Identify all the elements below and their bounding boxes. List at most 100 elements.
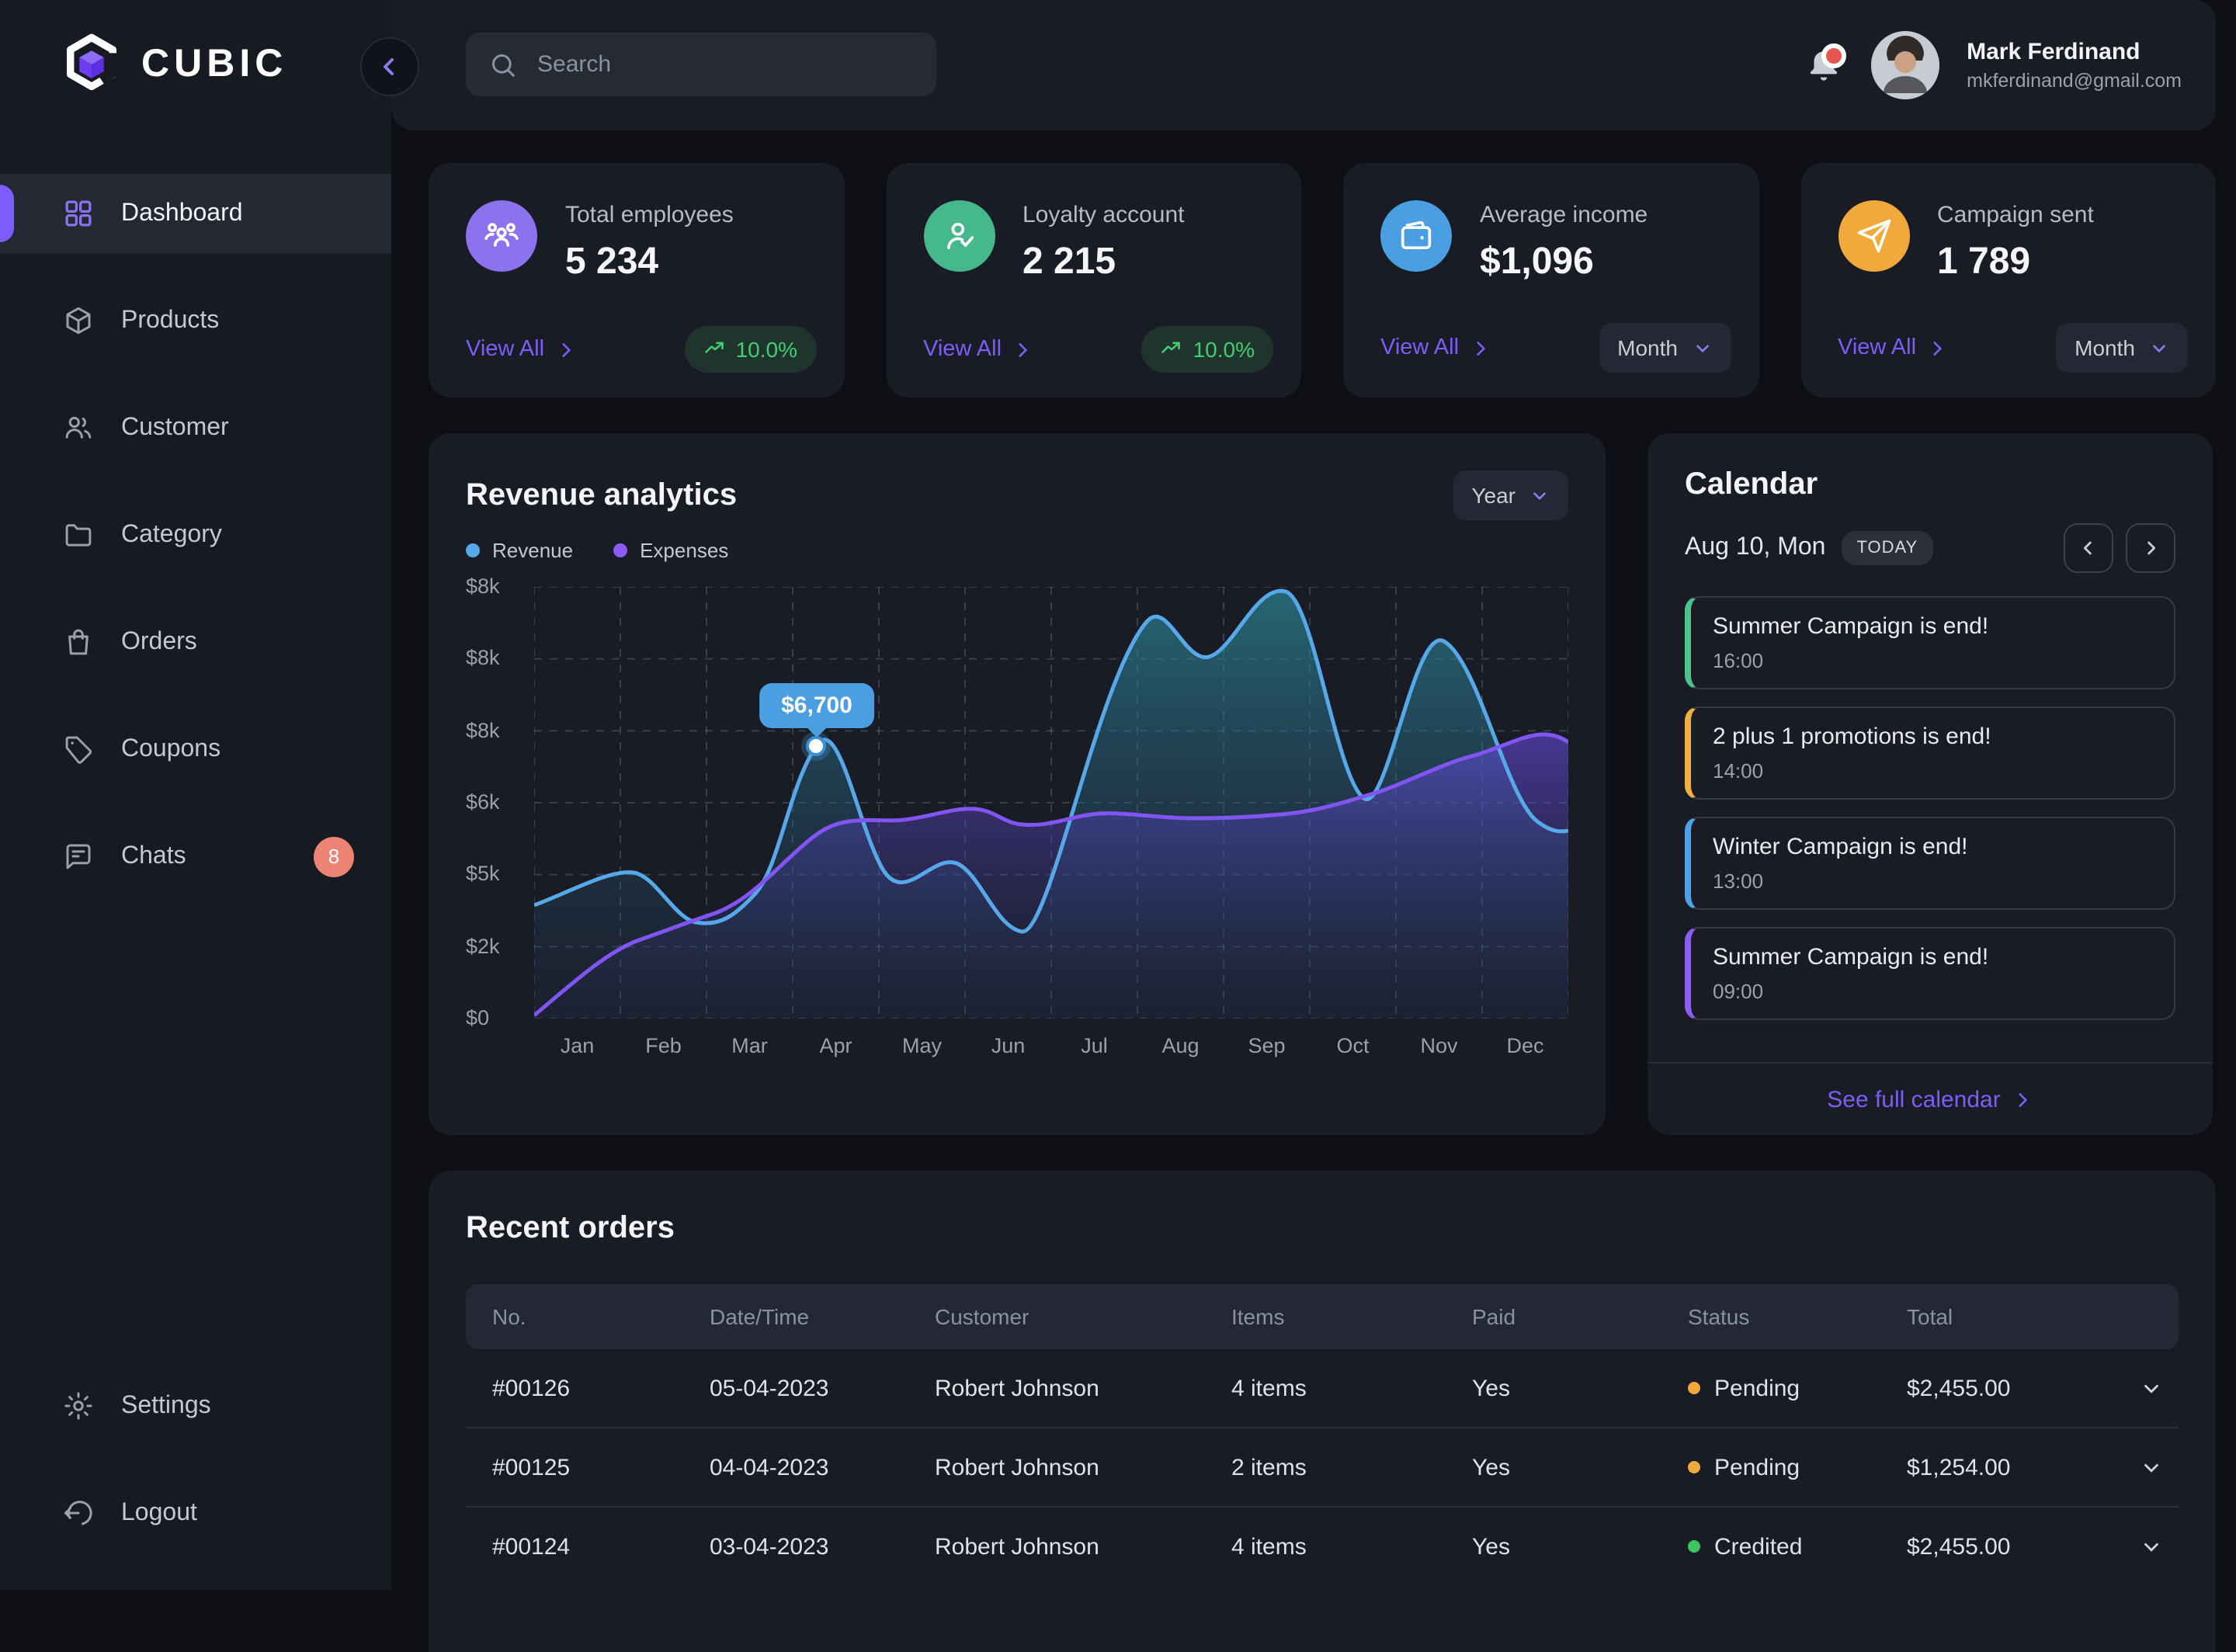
stat-title: Average income [1480, 202, 1648, 228]
chart-period-dropdown[interactable]: Year [1453, 470, 1568, 520]
notifications-bell-icon[interactable] [1804, 43, 1846, 85]
table-row[interactable]: #00124 03-04-2023 Robert Johnson 4 items… [466, 1506, 2179, 1585]
legend-expenses: Expenses [613, 539, 728, 562]
trend-badge: 10.0% [1141, 326, 1273, 373]
event-title: Winter Campaign is end! [1713, 834, 1968, 860]
status-dot [1688, 1461, 1700, 1473]
status-badge: Pending [1688, 1454, 1907, 1480]
panel-title: Revenue analytics [466, 477, 738, 512]
legend-dot-revenue [466, 543, 480, 557]
view-all-link[interactable]: View All [466, 337, 575, 362]
wallet-icon [1380, 200, 1452, 272]
topbar-right: Mark Ferdinand mkferdinand@gmail.com [1804, 0, 2182, 130]
status-badge: Credited [1688, 1533, 1907, 1560]
view-all-link[interactable]: View All [1838, 335, 1947, 360]
calendar-next-button[interactable] [2126, 523, 2175, 573]
user-email: mkferdinand@gmail.com [1967, 70, 2182, 92]
chart-x-axis: Jan Feb Mar Apr May Jun Jul Aug Sep Oct Nov De… [560, 1034, 1544, 1057]
status-badge: Pending [1688, 1375, 1907, 1401]
y-tick: $5k [466, 862, 500, 885]
view-all-link[interactable]: View All [923, 337, 1033, 362]
status-dot [1688, 1382, 1700, 1394]
calendar-date: Aug 10, Mon [1685, 534, 1826, 560]
stat-cards-row: Total employees 5 234 View All 10.0% [429, 163, 2216, 397]
brand-name: CUBIC [141, 41, 288, 85]
chevron-down-icon [1533, 491, 1546, 500]
sidebar-item-label: Dashboard [121, 200, 243, 226]
search-bar[interactable] [466, 33, 936, 96]
row-expand-button[interactable] [2140, 1376, 2185, 1400]
sidebar-item-logout[interactable]: Logout [0, 1473, 391, 1553]
recent-orders-panel: Recent orders No. Date/Time Customer Items… [429, 1171, 2216, 1652]
calendar-event[interactable]: Summer Campaign is end! 09:00 [1685, 927, 2175, 1020]
legend-dot-expenses [613, 543, 628, 557]
sidebar-nav: Dashboard Products Customer [0, 174, 391, 924]
table-row[interactable]: #00125 04-04-2023 Robert Johnson 2 items… [466, 1427, 2179, 1506]
chats-unread-badge: 8 [314, 836, 354, 876]
users-icon [62, 411, 95, 444]
stat-title: Total employees [565, 202, 734, 228]
avatar[interactable] [1870, 31, 1939, 99]
event-time: 14:00 [1713, 759, 1764, 783]
event-title: Summer Campaign is end! [1713, 944, 1989, 970]
table-row[interactable]: #00126 05-04-2023 Robert Johnson 4 items… [466, 1349, 2179, 1427]
stat-title: Campaign sent [1937, 202, 2094, 228]
event-time: 16:00 [1713, 649, 1764, 672]
sidebar-item-label: Customer [121, 414, 229, 440]
brand-logo: CUBIC [0, 0, 391, 96]
sidebar-item-products[interactable]: Products [0, 281, 391, 360]
chevron-down-icon [2144, 1542, 2158, 1551]
sidebar-item-category[interactable]: Category [0, 495, 391, 574]
y-tick: $8k [466, 646, 500, 669]
view-all-link[interactable]: View All [1380, 335, 1490, 360]
sidebar-item-coupons[interactable]: Coupons [0, 710, 391, 789]
see-full-calendar-link[interactable]: See full calendar [1827, 1086, 2033, 1112]
y-tick: $6k [466, 790, 500, 814]
topbar: Mark Ferdinand mkferdinand@gmail.com [391, 0, 2216, 130]
calendar-event[interactable]: Summer Campaign is end! 16:00 [1685, 596, 2175, 689]
sidebar-footer: Settings Logout [0, 1366, 391, 1581]
shopping-bag-icon [62, 626, 95, 658]
status-dot [1688, 1540, 1700, 1553]
sidebar-collapse-button[interactable] [360, 37, 419, 96]
stat-value: 5 234 [565, 241, 659, 283]
trend-badge: 10.0% [684, 326, 816, 373]
stat-card-loyalty-account: Loyalty account 2 215 View All 10.0% [886, 163, 1301, 397]
calendar-event[interactable]: 2 plus 1 promotions is end! 14:00 [1685, 706, 2175, 800]
legend-revenue: Revenue [466, 539, 573, 562]
stat-card-average-income: Average income $1,096 View All Month [1343, 163, 1759, 397]
event-title: 2 plus 1 promotions is end! [1713, 724, 1991, 750]
today-badge: TODAY [1841, 531, 1934, 565]
trend-up-icon [1161, 342, 1181, 353]
sidebar-item-customer[interactable]: Customer [0, 388, 391, 467]
sidebar-item-label: Orders [121, 628, 197, 654]
user-info[interactable]: Mark Ferdinand mkferdinand@gmail.com [1967, 39, 2182, 92]
y-tick: $8k [466, 574, 500, 598]
sidebar-item-dashboard[interactable]: Dashboard [0, 174, 391, 253]
sidebar-item-chats[interactable]: Chats 8 [0, 817, 391, 896]
row-expand-button[interactable] [2140, 1456, 2185, 1479]
sidebar-item-label: Category [121, 521, 222, 547]
chart-legend: Revenue Expenses [466, 539, 1568, 562]
sidebar-item-label: Settings [121, 1392, 211, 1418]
chevron-right-icon [2147, 541, 2156, 555]
period-dropdown[interactable]: Month [2056, 323, 2188, 373]
notification-dot [1821, 43, 1846, 68]
chart-highlight-marker [806, 736, 826, 756]
calendar-event[interactable]: Winter Campaign is end! 13:00 [1685, 817, 2175, 910]
stat-value: 2 215 [1023, 241, 1116, 283]
tag-icon [62, 733, 95, 765]
row-expand-button[interactable] [2140, 1535, 2185, 1558]
grid-icon [62, 197, 95, 230]
chart-tooltip: $6,700 [759, 683, 874, 738]
y-tick: $0 [466, 1006, 490, 1029]
chevron-down-icon [2144, 1383, 2158, 1393]
period-dropdown[interactable]: Month [1599, 323, 1731, 373]
chevron-down-icon [1696, 344, 1708, 352]
event-time: 13:00 [1713, 869, 1764, 893]
search-input[interactable] [534, 50, 915, 79]
calendar-prev-button[interactable] [2064, 523, 2113, 573]
sidebar-item-orders[interactable]: Orders [0, 602, 391, 682]
sidebar-item-settings[interactable]: Settings [0, 1366, 391, 1446]
